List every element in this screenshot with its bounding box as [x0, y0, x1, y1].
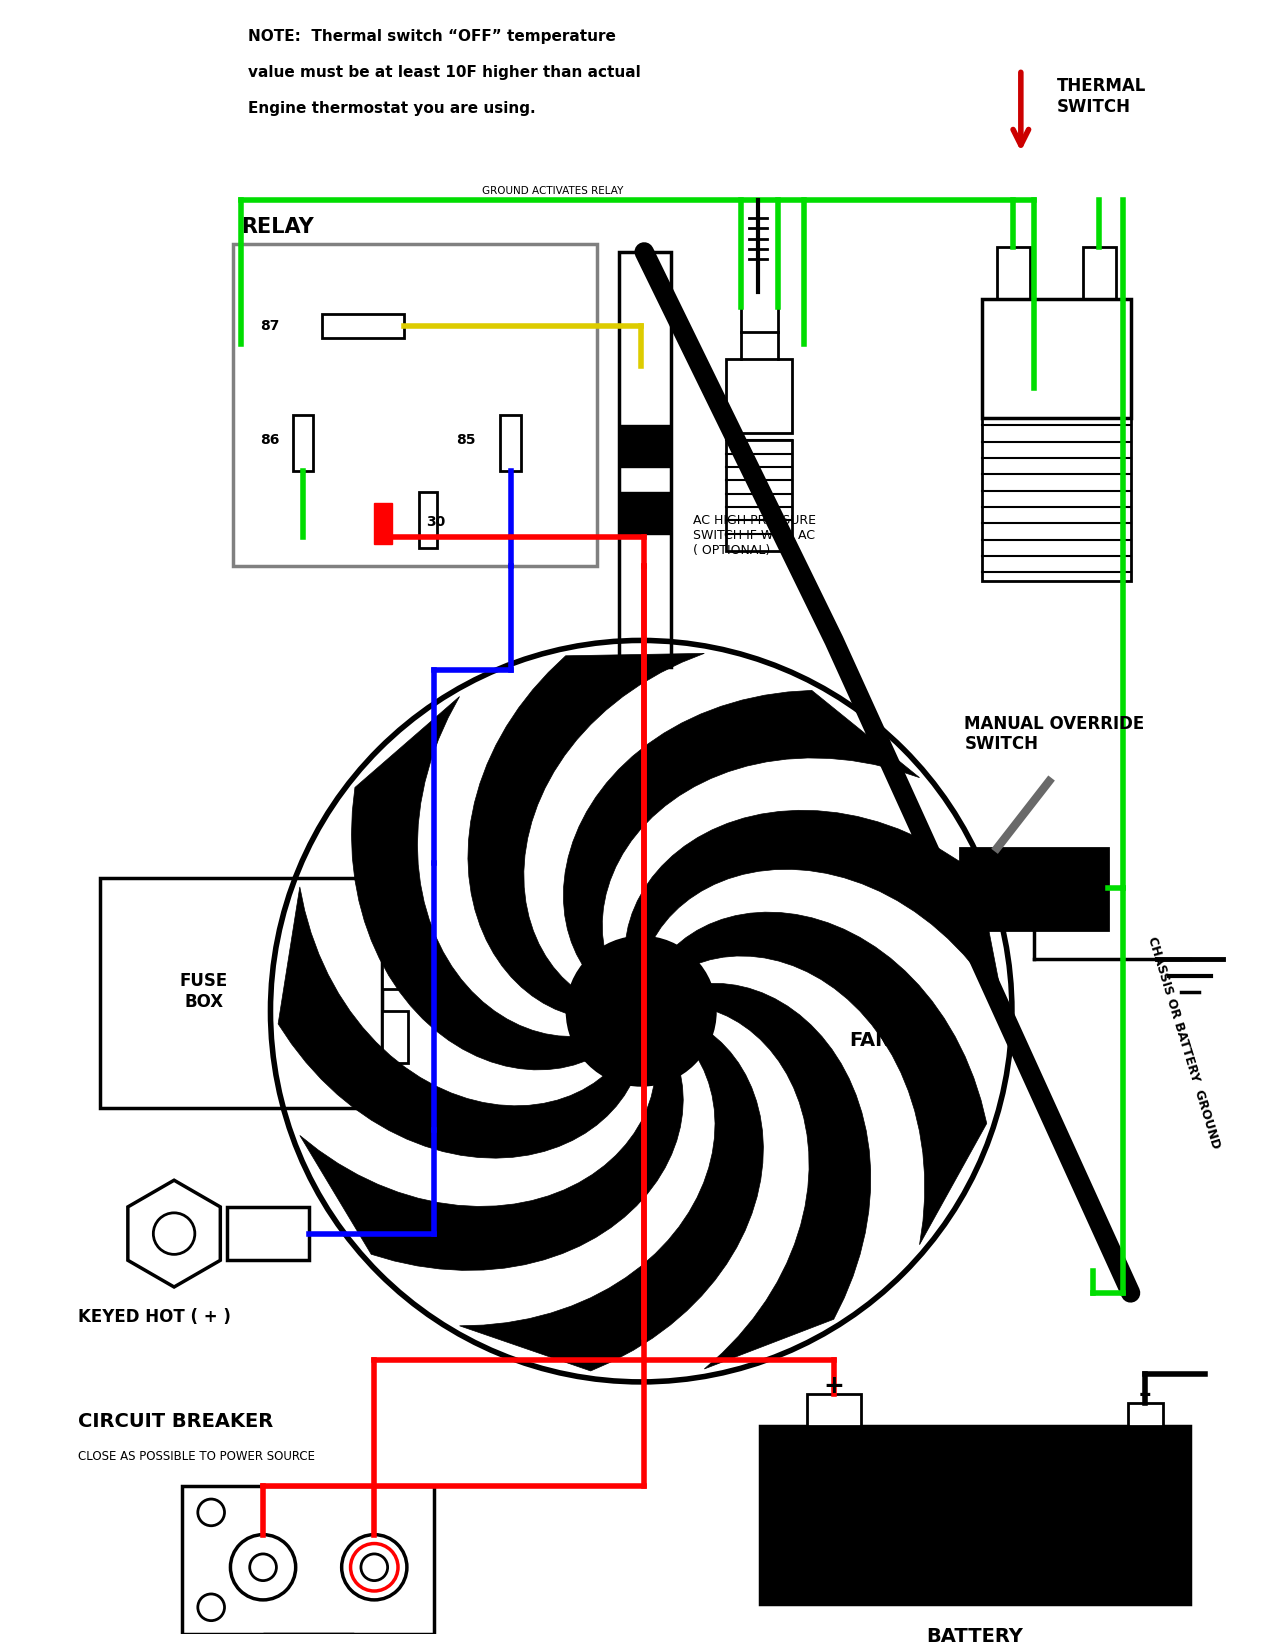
Bar — [99, 878, 381, 1107]
Text: 86: 86 — [260, 434, 279, 447]
Text: –: – — [1139, 1383, 1151, 1406]
Bar — [233, 244, 597, 566]
Text: Engine thermostat you are using.: Engine thermostat you are using. — [249, 101, 536, 116]
Bar — [263, 1634, 352, 1650]
Bar — [618, 252, 671, 667]
Text: 30: 30 — [426, 515, 445, 528]
Text: +: + — [824, 1374, 844, 1399]
Text: GROUND ACTIVATES RELAY: GROUND ACTIVATES RELAY — [482, 185, 623, 196]
Bar — [181, 1485, 434, 1634]
Polygon shape — [626, 810, 1005, 1011]
Text: CHASSIS OR BATTERY  GROUND: CHASSIS OR BATTERY GROUND — [1145, 936, 1223, 1150]
Bar — [960, 848, 1108, 929]
Bar — [500, 416, 521, 472]
Polygon shape — [352, 696, 586, 1069]
Bar — [381, 1011, 408, 1063]
Bar — [618, 492, 671, 533]
Text: CIRCUIT BREAKER: CIRCUIT BREAKER — [78, 1411, 273, 1431]
Text: KEYED HOT ( + ): KEYED HOT ( + ) — [78, 1308, 231, 1325]
Text: NOTE:  Thermal switch “OFF” temperature: NOTE: Thermal switch “OFF” temperature — [249, 30, 616, 45]
Bar — [323, 314, 404, 338]
Bar — [982, 417, 1131, 581]
Text: FUSE
BOX: FUSE BOX — [180, 972, 228, 1011]
Text: value must be at least 10F higher than actual: value must be at least 10F higher than a… — [249, 64, 641, 81]
Bar — [1127, 1402, 1163, 1426]
Polygon shape — [459, 1035, 764, 1371]
Polygon shape — [300, 1074, 683, 1270]
Polygon shape — [564, 690, 919, 965]
Bar — [982, 299, 1131, 417]
Bar — [760, 1426, 1190, 1604]
Bar — [381, 937, 408, 988]
Text: THERMAL
SWITCH: THERMAL SWITCH — [1057, 78, 1146, 116]
Text: 85: 85 — [456, 434, 476, 447]
Text: CLOSE AS POSSIBLE TO POWER SOURCE: CLOSE AS POSSIBLE TO POWER SOURCE — [78, 1450, 315, 1464]
Text: FAN: FAN — [849, 1031, 891, 1051]
Text: RELAY: RELAY — [241, 218, 314, 238]
Text: 87: 87 — [260, 318, 279, 333]
Bar — [725, 358, 793, 432]
Polygon shape — [468, 653, 704, 1013]
Bar — [997, 248, 1030, 299]
Bar — [807, 1394, 861, 1426]
Bar — [418, 492, 436, 548]
Text: BATTERY: BATTERY — [927, 1627, 1024, 1645]
Bar — [725, 441, 793, 551]
Bar — [227, 1206, 309, 1261]
Polygon shape — [676, 912, 987, 1244]
Bar — [1084, 248, 1116, 299]
Bar — [293, 416, 314, 472]
Text: MANUAL OVERRIDE
SWITCH: MANUAL OVERRIDE SWITCH — [964, 714, 1145, 754]
Circle shape — [567, 937, 715, 1086]
Text: AC HIGH PRESSURE
SWITCH IF WITH AC
( OPTIONAL): AC HIGH PRESSURE SWITCH IF WITH AC ( OPT… — [694, 515, 816, 558]
Bar — [618, 426, 671, 467]
Polygon shape — [704, 983, 871, 1370]
Polygon shape — [278, 888, 631, 1158]
Bar — [375, 503, 393, 544]
